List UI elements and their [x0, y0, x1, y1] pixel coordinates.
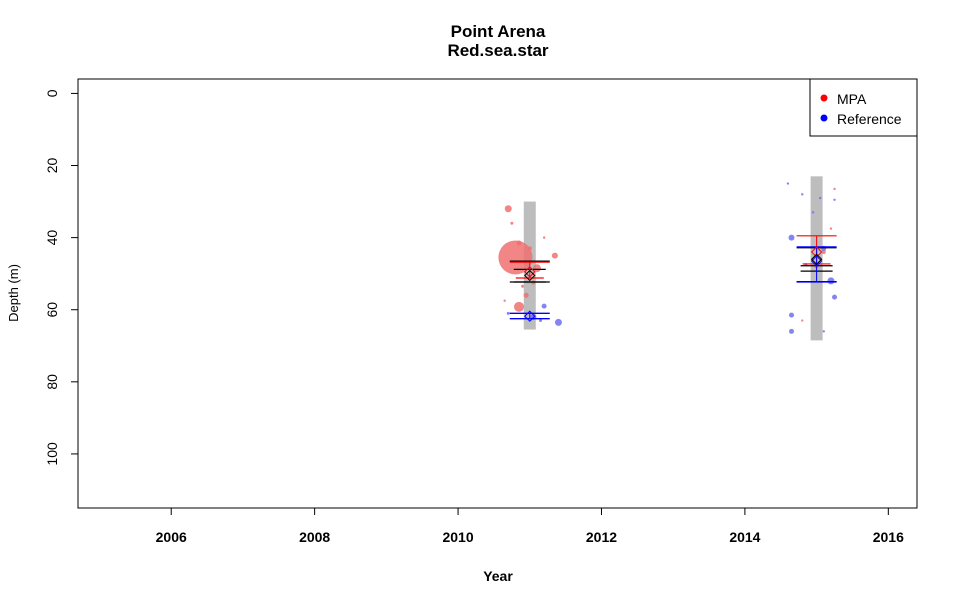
legend-reference-label: Reference: [837, 111, 902, 127]
mpa-point: [532, 264, 541, 273]
mpa-point: [498, 240, 533, 275]
reference-point: [833, 198, 836, 201]
reference-point: [811, 211, 815, 214]
survey-2015: [786, 176, 838, 341]
reference-point: [789, 312, 795, 318]
chart-subtitle: Red.sea.star: [447, 41, 548, 60]
chart-marks: [498, 176, 838, 341]
overall-mean-marker: [810, 253, 823, 265]
mpa-point: [516, 240, 522, 246]
reference-point: [541, 303, 547, 309]
mpa-mean-marker: [524, 266, 536, 278]
mpa-point: [504, 205, 512, 213]
y-tick-label: 60: [44, 302, 60, 318]
overall-mean-marker: [524, 269, 536, 282]
reference-point: [818, 196, 822, 200]
reference-point: [554, 318, 562, 326]
survey-2011: [498, 201, 562, 330]
y-tick-label: 40: [44, 230, 60, 246]
reference-point: [832, 294, 838, 300]
mpa-mean-marker: [810, 246, 823, 258]
chart-title: Point Arena: [451, 22, 546, 41]
mpa-point: [503, 299, 506, 302]
reference-point: [822, 330, 825, 333]
x-tick-label: 2008: [299, 529, 330, 545]
mpa-point: [531, 280, 536, 285]
reference-point: [539, 319, 543, 323]
reference-point: [786, 182, 790, 185]
mpa-point: [821, 250, 826, 255]
mpa-point: [510, 221, 514, 225]
y-tick-label: 20: [44, 158, 60, 174]
x-tick-label: 2012: [586, 529, 617, 545]
legend-reference-marker: [820, 114, 828, 122]
mpa-point: [542, 236, 546, 239]
mpa-point: [801, 319, 804, 322]
reference-point: [789, 328, 795, 334]
legend: MPA Reference: [809, 78, 918, 137]
mpa-point: [551, 252, 558, 259]
y-tick-label: 80: [44, 374, 60, 390]
reference-mean-marker: [524, 310, 536, 322]
y-axis: 0 20 40 60 80 100: [44, 89, 78, 466]
reference-point: [801, 193, 804, 196]
reference-point: [827, 277, 835, 285]
y-tick-label: 100: [44, 442, 60, 466]
legend-mpa-label: MPA: [837, 91, 867, 107]
reference-point: [788, 234, 795, 241]
mpa-point: [521, 284, 525, 288]
x-tick-label: 2014: [729, 529, 760, 545]
x-axis-label: Year: [483, 568, 513, 584]
mpa-point: [527, 246, 532, 251]
mpa-point: [833, 187, 836, 191]
mpa-point: [829, 227, 833, 230]
reference-point: [506, 311, 510, 315]
y-axis-label: Depth (m): [6, 264, 21, 322]
x-tick-label: 2016: [873, 529, 904, 545]
legend-mpa-marker: [820, 94, 828, 102]
x-tick-label: 2006: [156, 529, 187, 545]
reference-mean-marker: [810, 255, 823, 267]
mpa-point: [523, 292, 529, 298]
plot-frame: [77, 78, 918, 509]
mpa-point: [514, 301, 525, 312]
legend-box: [809, 78, 918, 137]
x-axis: 2006 2008 2010 2012 2014 2016: [156, 508, 904, 545]
x-tick-label: 2010: [442, 529, 473, 545]
y-tick-label: 0: [44, 89, 60, 97]
